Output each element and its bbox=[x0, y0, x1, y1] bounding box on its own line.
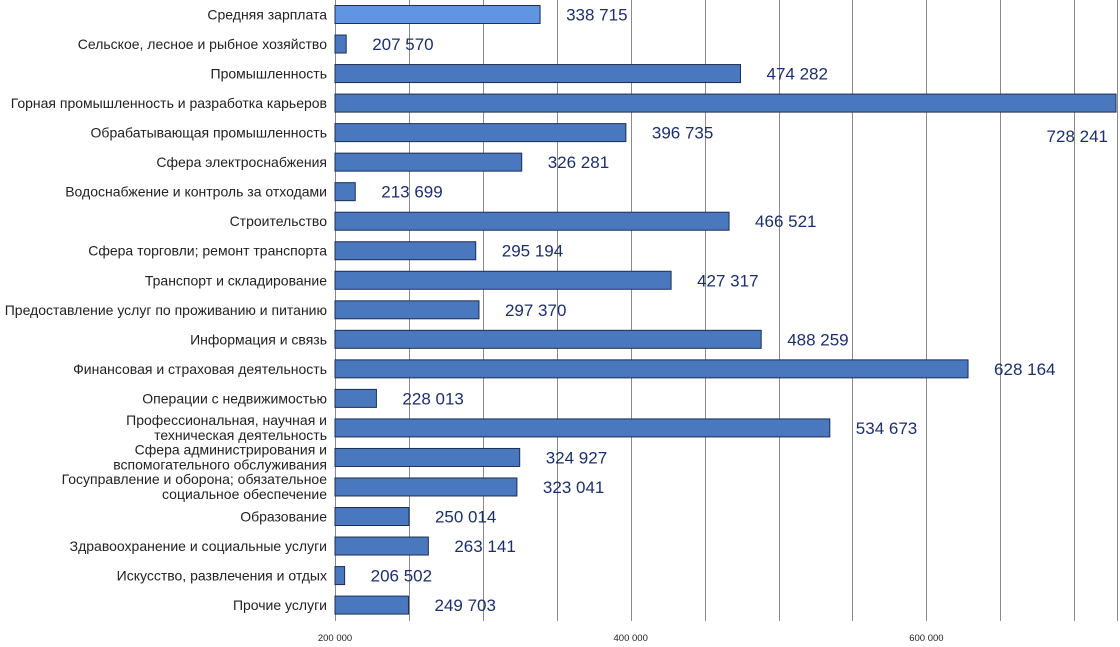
value-label: 728 241 bbox=[1047, 127, 1108, 146]
value-label: 628 164 bbox=[994, 360, 1055, 379]
value-label: 427 317 bbox=[697, 271, 758, 290]
value-label: 466 521 bbox=[755, 212, 816, 231]
bar bbox=[334, 566, 346, 586]
value-label: 207 570 bbox=[372, 35, 433, 54]
value-label: 323 041 bbox=[543, 478, 604, 497]
category-label: Средняя зарплата bbox=[207, 7, 327, 23]
category-label: Сфера администрирования и вспомогательног… bbox=[113, 441, 327, 472]
category-label: Здравоохранение и социальные услуги bbox=[70, 538, 327, 554]
category-label: Строительство bbox=[230, 213, 328, 229]
category-label: Профессиональная, научная и техническая д… bbox=[126, 412, 327, 443]
x-axis-ticks: 200 000 400 000 600 000 bbox=[318, 633, 944, 644]
category-label: Сфера электроснабжения bbox=[156, 154, 327, 170]
category-label: Предоставление услуг по проживанию и пит… bbox=[5, 302, 327, 318]
category-label: Обрабатывающая промышленность bbox=[91, 125, 327, 141]
x-tick-label: 200 000 bbox=[318, 633, 352, 644]
x-tick-label: 400 000 bbox=[614, 633, 648, 644]
bar bbox=[334, 123, 627, 143]
bar bbox=[334, 270, 672, 290]
bar bbox=[334, 536, 429, 556]
x-tick-label: 600 000 bbox=[909, 633, 943, 644]
bar bbox=[334, 329, 762, 349]
category-label: Информация и связь bbox=[190, 331, 327, 347]
value-label: 250 014 bbox=[435, 508, 496, 527]
category-label: Сельское, лесное и рыбное хозяйство bbox=[78, 36, 327, 52]
value-label: 263 141 bbox=[454, 537, 515, 556]
bar bbox=[334, 182, 356, 202]
value-label: 488 259 bbox=[787, 330, 848, 349]
value-label: 338 715 bbox=[566, 6, 627, 25]
value-label: 326 281 bbox=[548, 153, 609, 172]
bar bbox=[334, 300, 480, 320]
bar bbox=[334, 34, 347, 54]
bar bbox=[334, 418, 831, 438]
bar bbox=[334, 388, 377, 408]
category-label: Водоснабжение и контроль за отходами bbox=[65, 184, 327, 200]
bar bbox=[334, 595, 409, 615]
bar bbox=[334, 211, 730, 231]
bar bbox=[334, 93, 1117, 113]
category-label: Искусство, развлечения и отдых bbox=[117, 568, 327, 584]
value-label: 396 735 bbox=[652, 124, 713, 143]
value-labels: 338 715 207 570 474 282 728 241 396 735 326 2… bbox=[371, 6, 1108, 616]
bar bbox=[334, 477, 518, 497]
value-label: 474 282 bbox=[767, 65, 828, 84]
value-label: 295 194 bbox=[502, 242, 563, 261]
category-label: Операции с недвижимостью bbox=[142, 390, 327, 406]
category-label: Транспорт и складирование bbox=[145, 272, 327, 288]
value-label: 324 927 bbox=[546, 448, 607, 467]
value-label: 213 699 bbox=[381, 183, 442, 202]
category-label: Горная промышленность и разработка карье… bbox=[11, 95, 327, 111]
category-label: Образование bbox=[240, 509, 327, 525]
category-label: Госуправление и оборона; обязательное соц… bbox=[62, 471, 328, 502]
category-labels: Средняя зарплата Сельское, лесное и рыбно… bbox=[5, 7, 327, 614]
value-label: 297 370 bbox=[505, 301, 566, 320]
category-label: Промышленность bbox=[211, 66, 327, 82]
bar bbox=[334, 152, 523, 172]
value-label: 249 703 bbox=[434, 596, 495, 615]
bar bbox=[334, 64, 742, 84]
category-label: Сфера торговли; ремонт транспорта bbox=[88, 243, 327, 259]
value-label: 206 502 bbox=[371, 567, 432, 586]
bar bbox=[334, 241, 477, 261]
bar bbox=[334, 359, 969, 379]
bar bbox=[334, 5, 541, 24]
bar bbox=[334, 447, 521, 467]
category-label: Прочие услуги bbox=[233, 597, 327, 613]
category-label: Финансовая и страховая деятельность bbox=[73, 361, 327, 377]
bars bbox=[334, 5, 1117, 615]
value-label: 534 673 bbox=[856, 419, 917, 438]
bar bbox=[334, 507, 410, 527]
value-label: 228 013 bbox=[402, 389, 463, 408]
